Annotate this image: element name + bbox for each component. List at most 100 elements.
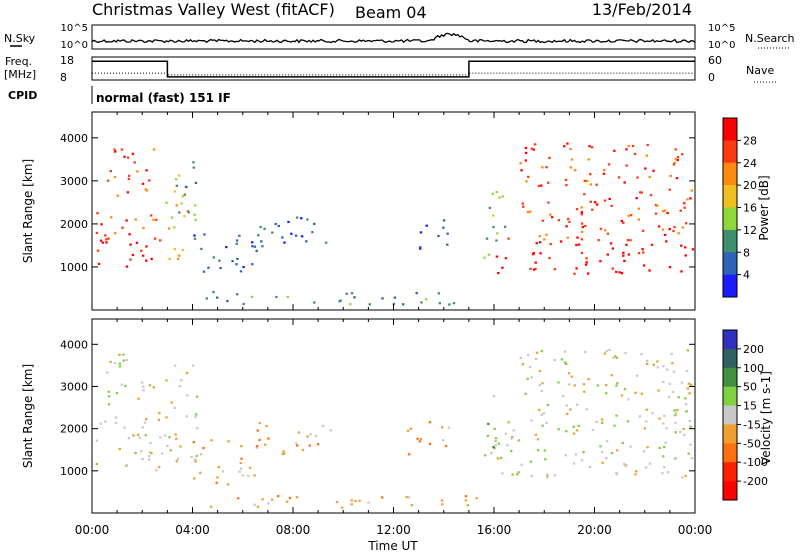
colorbar-tick-label: 24 [743, 157, 757, 170]
scatter-cell [681, 476, 684, 479]
scatter-cell [255, 445, 259, 448]
scatter-cell [644, 167, 647, 170]
scatter-cell [148, 451, 152, 454]
scatter-cell [585, 257, 588, 260]
scatter-cell [142, 254, 145, 257]
scatter-cell [676, 409, 679, 412]
noise-tick-bottom-left: 10^0 [61, 40, 88, 51]
scatter-cell [684, 403, 688, 406]
scatter-cell [637, 207, 640, 210]
scatter-cell [580, 222, 584, 225]
scatter-cell [622, 251, 625, 254]
scatter-cell [170, 216, 174, 219]
scatter-cell [247, 474, 250, 477]
scatter-cell [572, 462, 576, 465]
scatter-cell [531, 253, 535, 256]
y-tick-label: 3000 [60, 380, 88, 393]
scatter-cell [613, 149, 616, 152]
scatter-cell [642, 251, 645, 254]
scatter-cell [533, 143, 537, 146]
scatter-cell [128, 233, 131, 236]
scatter-cell [532, 268, 536, 271]
scatter-cell [686, 387, 690, 390]
scatter-cell [158, 412, 161, 415]
scatter-cell [131, 152, 135, 155]
scatter-cell [226, 483, 230, 486]
scatter-cell [679, 430, 682, 434]
scatter-cell [575, 208, 579, 211]
scatter-cell [283, 241, 286, 244]
colorbar-segment [723, 405, 737, 425]
scatter-cell [641, 229, 645, 232]
scatter-cell [520, 169, 523, 172]
scatter-cell [575, 267, 578, 270]
scatter-cell [622, 221, 625, 224]
scatter-cell [564, 454, 567, 457]
scatter-cell [627, 145, 630, 148]
scatter-cell [581, 225, 584, 229]
scatter-cell [157, 465, 161, 469]
scatter-cell [544, 458, 547, 461]
scatter-cell [529, 267, 532, 270]
x-tick-label: 04:00 [175, 523, 210, 537]
scatter-cell [543, 449, 547, 452]
scatter-cell [193, 213, 196, 216]
scatter-cell [585, 408, 588, 411]
scatter-cell [623, 462, 626, 466]
scatter-cell [685, 369, 689, 372]
scatter-cell [173, 364, 177, 367]
scatter-cell [350, 292, 354, 295]
scatter-cell [645, 408, 648, 411]
scatter-cell [129, 258, 132, 261]
scatter-cell [687, 382, 691, 385]
scatter-cell [258, 438, 261, 442]
scatter-cell [588, 465, 592, 469]
scatter-cell [566, 412, 569, 415]
scatter-cell [645, 420, 648, 423]
scatter-cell [256, 429, 259, 432]
scatter-cell [114, 422, 118, 425]
scatter-cell [142, 385, 145, 388]
scatter-cell [265, 425, 268, 428]
scatter-cell [106, 371, 109, 374]
scatter-cell [178, 211, 181, 214]
scatter-cell [559, 240, 563, 243]
scatter-cell [511, 473, 514, 476]
scatter-cell [113, 362, 117, 365]
scatter-cell [238, 470, 241, 473]
freq-panel-frame [91, 56, 696, 81]
scatter-cell [195, 413, 198, 416]
scatter-cell [521, 363, 524, 366]
scatter-cell [306, 435, 309, 438]
scatter-cell [648, 269, 651, 272]
scatter-cell [425, 224, 428, 227]
scatter-cell [589, 200, 592, 203]
scatter-cell [159, 436, 162, 439]
colorbar-segment [723, 481, 737, 501]
scatter-cell [557, 219, 561, 222]
scatter-cell [444, 444, 448, 448]
scatter-cell [175, 460, 178, 463]
scatter-cell [683, 433, 686, 436]
scatter-cell [580, 213, 584, 216]
freq-tick-bottom: 8 [60, 71, 67, 84]
noise-tick-top-left: 10^5 [61, 23, 88, 34]
nave-line [92, 72, 695, 76]
scatter-cell [251, 263, 254, 266]
scatter-cell [238, 234, 241, 237]
scatter-cell [239, 270, 243, 273]
scatter-cell [635, 374, 639, 377]
scatter-cell [612, 356, 615, 359]
scatter-cell [442, 439, 445, 442]
scatter-cell [180, 379, 183, 382]
scatter-cell [496, 457, 500, 460]
scatter-cell [248, 466, 252, 469]
scatter-cell [674, 411, 678, 414]
scatter-cell [109, 360, 112, 364]
scatter-cell [295, 442, 298, 445]
scatter-cell [486, 434, 490, 437]
scatter-cell [615, 270, 618, 273]
scatter-cell [275, 295, 278, 299]
scatter-cell [96, 212, 99, 215]
scatter-cell [165, 379, 168, 382]
